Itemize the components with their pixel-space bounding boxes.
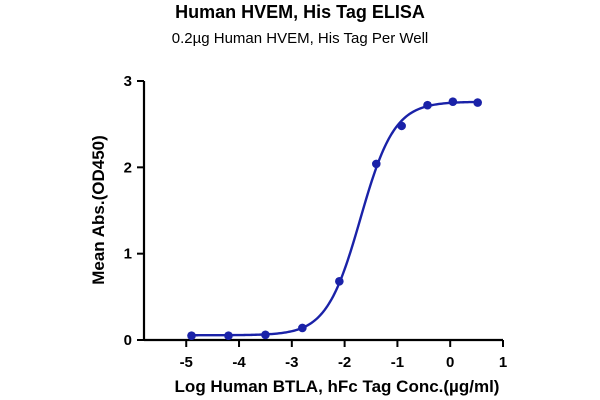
data-point	[423, 100, 432, 110]
data-point	[187, 331, 196, 340]
y-axis-label: Mean Abs.(OD450)	[89, 135, 108, 285]
x-tick-label: 0	[446, 354, 454, 371]
fit-curve	[191, 100, 478, 337]
chart-title: Human HVEM, His Tag ELISA	[175, 2, 425, 22]
data-point	[448, 97, 458, 107]
x-tick-label: -5	[180, 354, 193, 371]
y-tick-label: 2	[124, 159, 132, 176]
data-point	[224, 331, 233, 340]
y-tick-label: 1	[124, 246, 132, 263]
x-tick-label: -2	[338, 354, 351, 371]
x-axis-label: Log Human BTLA, hFc Tag Conc.(µg/ml)	[175, 377, 500, 396]
data-point	[473, 98, 482, 107]
x-tick-label: -4	[232, 354, 246, 371]
data-point	[298, 323, 307, 333]
chart-subtitle: 0.2µg Human HVEM, His Tag Per Well	[171, 30, 429, 47]
x-tick-label: 1	[499, 354, 507, 371]
data-point	[371, 159, 381, 169]
x-tick-label: -3	[285, 354, 298, 371]
data-point	[261, 330, 270, 340]
x-tick-label: -1	[391, 354, 404, 371]
data-point	[397, 121, 406, 131]
y-tick-label: 0	[124, 332, 132, 349]
y-tick-label: 3	[124, 73, 132, 90]
data-point	[335, 276, 344, 286]
